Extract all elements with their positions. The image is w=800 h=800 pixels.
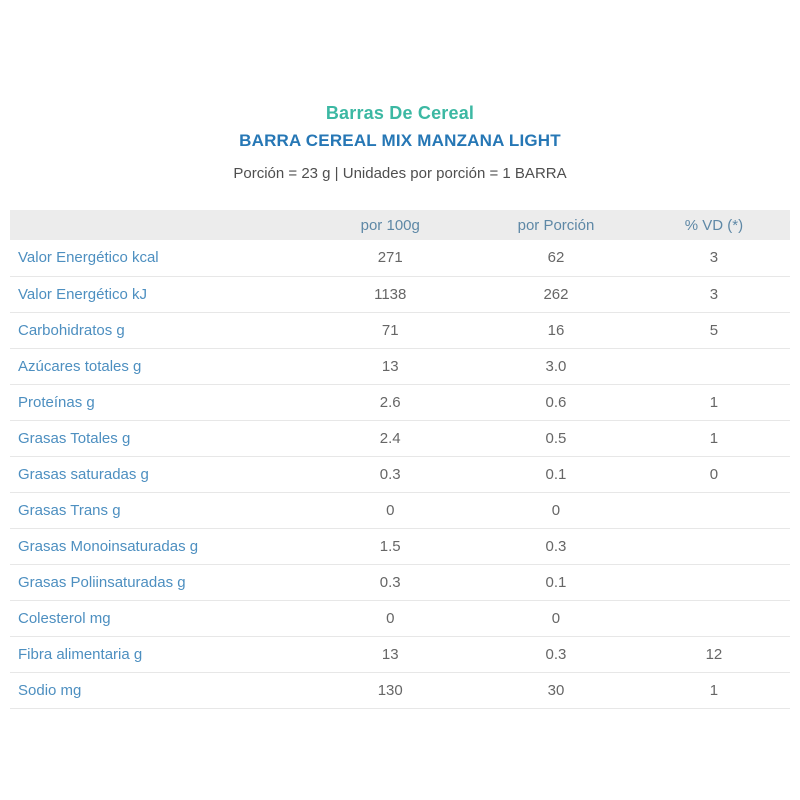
value-per-portion: 0.3 (474, 636, 638, 673)
value-pct-vd: 1 (637, 384, 790, 421)
col-header-nutrient (10, 210, 307, 240)
value-per-100g: 1138 (306, 276, 475, 313)
value-per-100g: 0 (306, 492, 475, 529)
value-per-portion: 262 (474, 276, 638, 313)
value-pct-vd (637, 600, 790, 637)
col-header-per-100g: por 100g (306, 210, 475, 240)
value-pct-vd (637, 564, 790, 601)
nutrient-label: Valor Energético kcal (10, 240, 307, 277)
table-row: Valor Energético kJ 1138 262 3 (10, 276, 790, 313)
nutrition-table-body: Valor Energético kcal 271 62 3 Valor Ene… (10, 240, 790, 709)
table-row: Proteínas g 2.6 0.6 1 (10, 384, 790, 421)
value-pct-vd (637, 348, 790, 385)
col-header-pct-vd: % VD (*) (637, 210, 790, 240)
value-per-portion: 62 (474, 240, 638, 277)
col-header-per-portion: por Porción (474, 210, 638, 240)
nutrient-label: Grasas Monoinsaturadas g (10, 528, 307, 565)
nutrient-label: Grasas Poliinsaturadas g (10, 564, 307, 601)
header-row: por 100g por Porción % VD (*) (10, 210, 790, 240)
nutrient-label: Grasas Totales g (10, 420, 307, 457)
nutrition-table-header: por 100g por Porción % VD (*) (10, 210, 790, 240)
product-name: BARRA CEREAL MIX MANZANA LIGHT (239, 131, 561, 150)
table-row: Grasas saturadas g 0.3 0.1 0 (10, 456, 790, 493)
value-pct-vd (637, 492, 790, 529)
value-per-100g: 2.4 (306, 420, 475, 457)
table-row: Grasas Trans g 0 0 (10, 492, 790, 529)
value-pct-vd: 1 (637, 672, 790, 709)
nutrition-page: Barras De Cereal BARRA CEREAL MIX MANZAN… (10, 103, 790, 709)
value-pct-vd: 1 (637, 420, 790, 457)
table-row: Sodio mg 130 30 1 (10, 672, 790, 709)
nutrient-label: Colesterol mg (10, 600, 307, 637)
nutrient-label: Grasas saturadas g (10, 456, 307, 493)
portion-info: Porción = 23 g | Unidades por porción = … (233, 165, 567, 182)
nutrient-label: Grasas Trans g (10, 492, 307, 529)
value-per-100g: 271 (306, 240, 475, 277)
nutrient-label: Azúcares totales g (10, 348, 307, 385)
value-pct-vd: 5 (637, 312, 790, 349)
value-per-100g: 13 (306, 636, 475, 673)
value-per-100g: 13 (306, 348, 475, 385)
value-per-portion: 0 (474, 492, 638, 529)
table-row: Azúcares totales g 13 3.0 (10, 348, 790, 385)
value-pct-vd: 0 (637, 456, 790, 493)
page-title: Barras De Cereal (325, 103, 475, 123)
value-per-100g: 0.3 (306, 564, 475, 601)
value-per-100g: 130 (306, 672, 475, 709)
value-per-100g: 1.5 (306, 528, 475, 565)
value-per-portion: 3.0 (474, 348, 638, 385)
value-per-portion: 0.1 (474, 564, 638, 601)
table-row: Grasas Monoinsaturadas g 1.5 0.3 (10, 528, 790, 565)
nutrient-label: Sodio mg (10, 672, 307, 709)
value-per-portion: 16 (474, 312, 638, 349)
value-per-100g: 0 (306, 600, 475, 637)
value-per-portion: 0 (474, 600, 638, 637)
value-pct-vd: 12 (637, 636, 790, 673)
value-per-portion: 0.3 (474, 528, 638, 565)
value-per-portion: 30 (474, 672, 638, 709)
table-row: Grasas Poliinsaturadas g 0.3 0.1 (10, 564, 790, 601)
nutrient-label: Valor Energético kJ (10, 276, 307, 313)
nutrition-table: por 100g por Porción % VD (*) Valor Ener… (10, 210, 790, 709)
nutrient-label: Proteínas g (10, 384, 307, 421)
value-per-portion: 0.6 (474, 384, 638, 421)
nutrient-label: Fibra alimentaria g (10, 636, 307, 673)
value-per-100g: 0.3 (306, 456, 475, 493)
value-pct-vd (637, 528, 790, 565)
table-row: Carbohidratos g 71 16 5 (10, 312, 790, 349)
value-per-portion: 0.5 (474, 420, 638, 457)
table-row: Valor Energético kcal 271 62 3 (10, 240, 790, 277)
value-per-100g: 71 (306, 312, 475, 349)
table-row: Fibra alimentaria g 13 0.3 12 (10, 636, 790, 673)
nutrient-label: Carbohidratos g (10, 312, 307, 349)
value-per-portion: 0.1 (474, 456, 638, 493)
table-row: Grasas Totales g 2.4 0.5 1 (10, 420, 790, 457)
value-per-100g: 2.6 (306, 384, 475, 421)
value-pct-vd: 3 (637, 276, 790, 313)
value-pct-vd: 3 (637, 240, 790, 277)
table-row: Colesterol mg 0 0 (10, 600, 790, 637)
